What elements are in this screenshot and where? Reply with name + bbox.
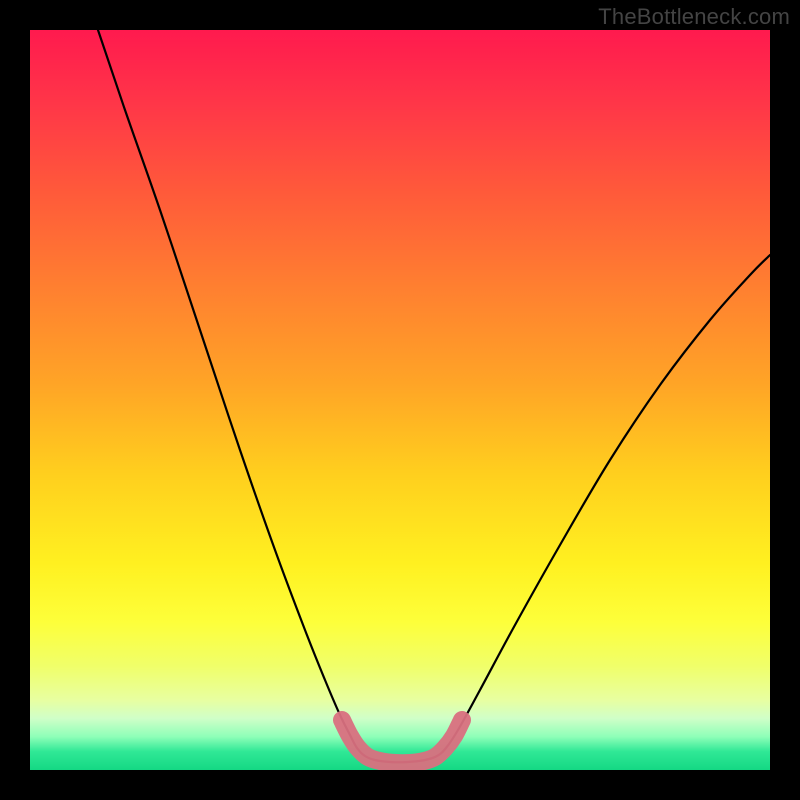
watermark-text: TheBottleneck.com (598, 4, 790, 30)
plot-area (30, 30, 770, 770)
gradient-background (30, 30, 770, 770)
chart-svg (30, 30, 770, 770)
